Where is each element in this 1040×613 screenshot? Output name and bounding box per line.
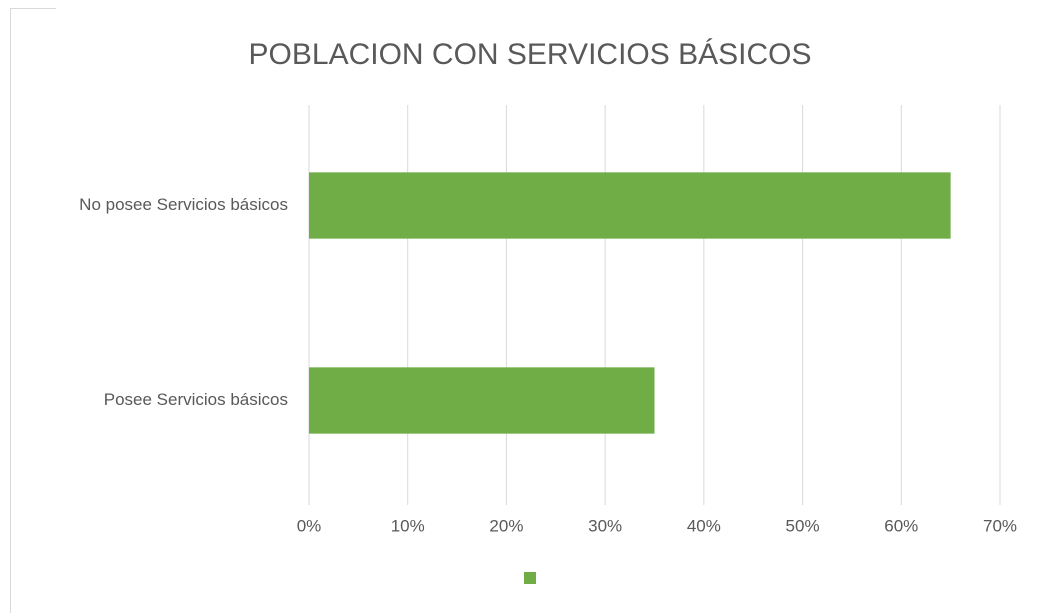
y-tick-label: Posee Servicios básicos: [104, 390, 288, 409]
bar: [309, 172, 951, 239]
y-tick-label: No posee Servicios básicos: [79, 195, 288, 214]
chart-title: POBLACION CON SERVICIOS BÁSICOS: [249, 38, 812, 71]
bar: [309, 367, 655, 434]
x-tick-label: 0%: [297, 516, 322, 535]
x-tick-label: 10%: [391, 516, 425, 535]
x-tick-label: 60%: [884, 516, 918, 535]
x-tick-label: 50%: [786, 516, 820, 535]
x-tick-label: 70%: [983, 516, 1017, 535]
x-tick-label: 30%: [588, 516, 622, 535]
x-tick-label: 20%: [489, 516, 523, 535]
legend-marker: [524, 572, 536, 584]
x-tick-label: 40%: [687, 516, 721, 535]
